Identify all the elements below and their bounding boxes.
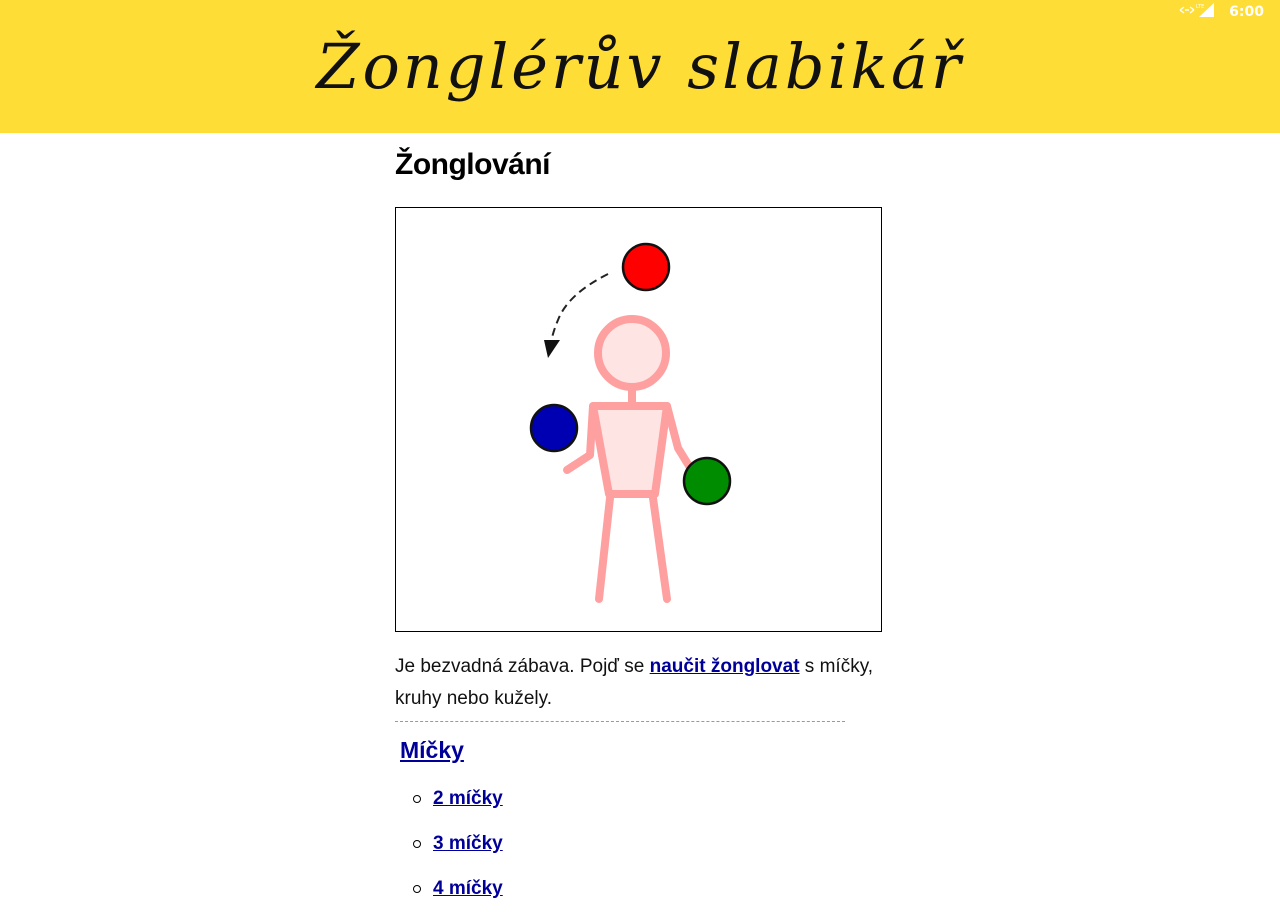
intro-paragraph: Je bezvadná zábava. Pojď se naučit žongl…	[395, 651, 882, 715]
page-title: Žonglování	[395, 148, 551, 181]
juggler-head	[594, 315, 670, 391]
four-balls-link[interactable]: 4 míčky	[433, 878, 503, 899]
network-type-label: LTE	[1196, 4, 1204, 10]
juggler-left-leg	[595, 494, 614, 603]
learn-juggling-link[interactable]: naučit žonglovat	[649, 656, 800, 677]
juggler-right-leg	[649, 494, 671, 603]
main-content: Žonglování Je bezvadná zábava. Pojď	[395, 133, 882, 920]
intro-text-before: Je bezvadná zábava. Pojď se	[395, 656, 650, 677]
status-time: 6:00	[1229, 4, 1264, 20]
ball-trajectory	[549, 273, 609, 349]
red-ball	[621, 242, 671, 292]
green-ball	[682, 456, 732, 506]
banner-title: Žonglérův slabikář	[316, 30, 964, 103]
intro-text-after: s míčky, kruhy nebo kužely.	[395, 656, 874, 709]
section-divider	[395, 721, 845, 722]
blue-ball	[529, 403, 579, 453]
bullet-circle-icon	[413, 795, 421, 803]
balls-section-link[interactable]: Míčky	[400, 737, 464, 763]
juggler-torso	[589, 402, 671, 498]
status-bar: LTE 6:00	[1179, 2, 1264, 22]
data-transfer-icon: LTE	[1179, 2, 1215, 22]
list-item: 4 míčky	[395, 875, 882, 920]
two-balls-link[interactable]: 2 míčky	[433, 788, 503, 809]
list-item: 2 míčky	[395, 785, 882, 830]
list-item: 3 míčky	[395, 830, 882, 875]
juggler-left-arm	[563, 402, 597, 474]
bullet-circle-icon	[413, 885, 421, 893]
three-balls-link[interactable]: 3 míčky	[433, 833, 503, 854]
bullet-circle-icon	[413, 840, 421, 848]
header-banner: Žonglérův slabikář LTE 6:00	[0, 0, 1280, 133]
juggler-illustration	[395, 207, 882, 632]
trajectory-arrowhead	[544, 340, 560, 358]
balls-sub-list: 2 míčky 3 míčky 4 míčky	[395, 785, 882, 920]
